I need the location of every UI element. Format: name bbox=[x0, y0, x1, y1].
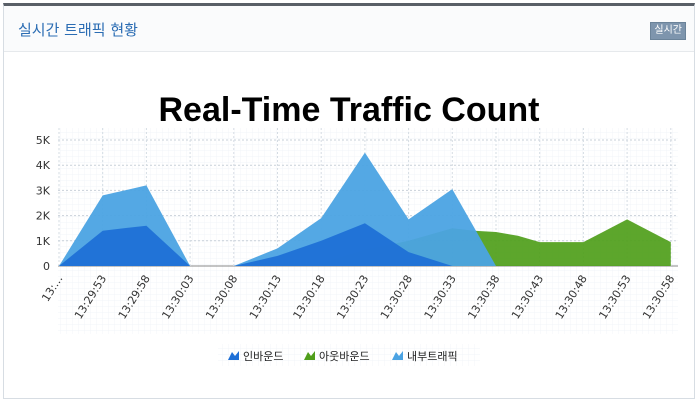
y-tick-label: 2K bbox=[36, 210, 51, 223]
chart-legend: 인바운드 아웃바운드 내부트래픽 bbox=[218, 344, 480, 366]
series-area-1[interactable] bbox=[59, 223, 671, 266]
panel-title: 실시간 트래픽 현황 bbox=[18, 21, 138, 39]
y-tick-label: 1K bbox=[36, 235, 51, 248]
series-area-2[interactable] bbox=[59, 219, 671, 266]
legend-swatch-3[interactable] bbox=[392, 351, 403, 360]
y-tick-label: 3K bbox=[36, 184, 51, 197]
y-tick-label: 5K bbox=[36, 134, 51, 147]
realtime-badge-button[interactable]: 실시간 bbox=[650, 22, 686, 40]
series-area-3[interactable] bbox=[59, 152, 671, 266]
y-tick-label: 0 bbox=[43, 260, 50, 273]
panel-header: 실시간 트래픽 현황 실시간 bbox=[4, 6, 694, 52]
legend-background bbox=[218, 344, 480, 366]
legend-label-3[interactable]: 내부트래픽 bbox=[407, 350, 458, 363]
series-areas bbox=[59, 152, 671, 266]
legend-label-2[interactable]: 아웃바운드 bbox=[319, 350, 370, 363]
chart-title: Real-Time Traffic Count bbox=[159, 91, 540, 129]
y-tick-label: 4K bbox=[36, 159, 51, 172]
legend-label-1[interactable]: 인바운드 bbox=[243, 350, 283, 363]
legend-swatch-1[interactable] bbox=[228, 351, 239, 360]
legend-swatch-2[interactable] bbox=[304, 351, 315, 360]
